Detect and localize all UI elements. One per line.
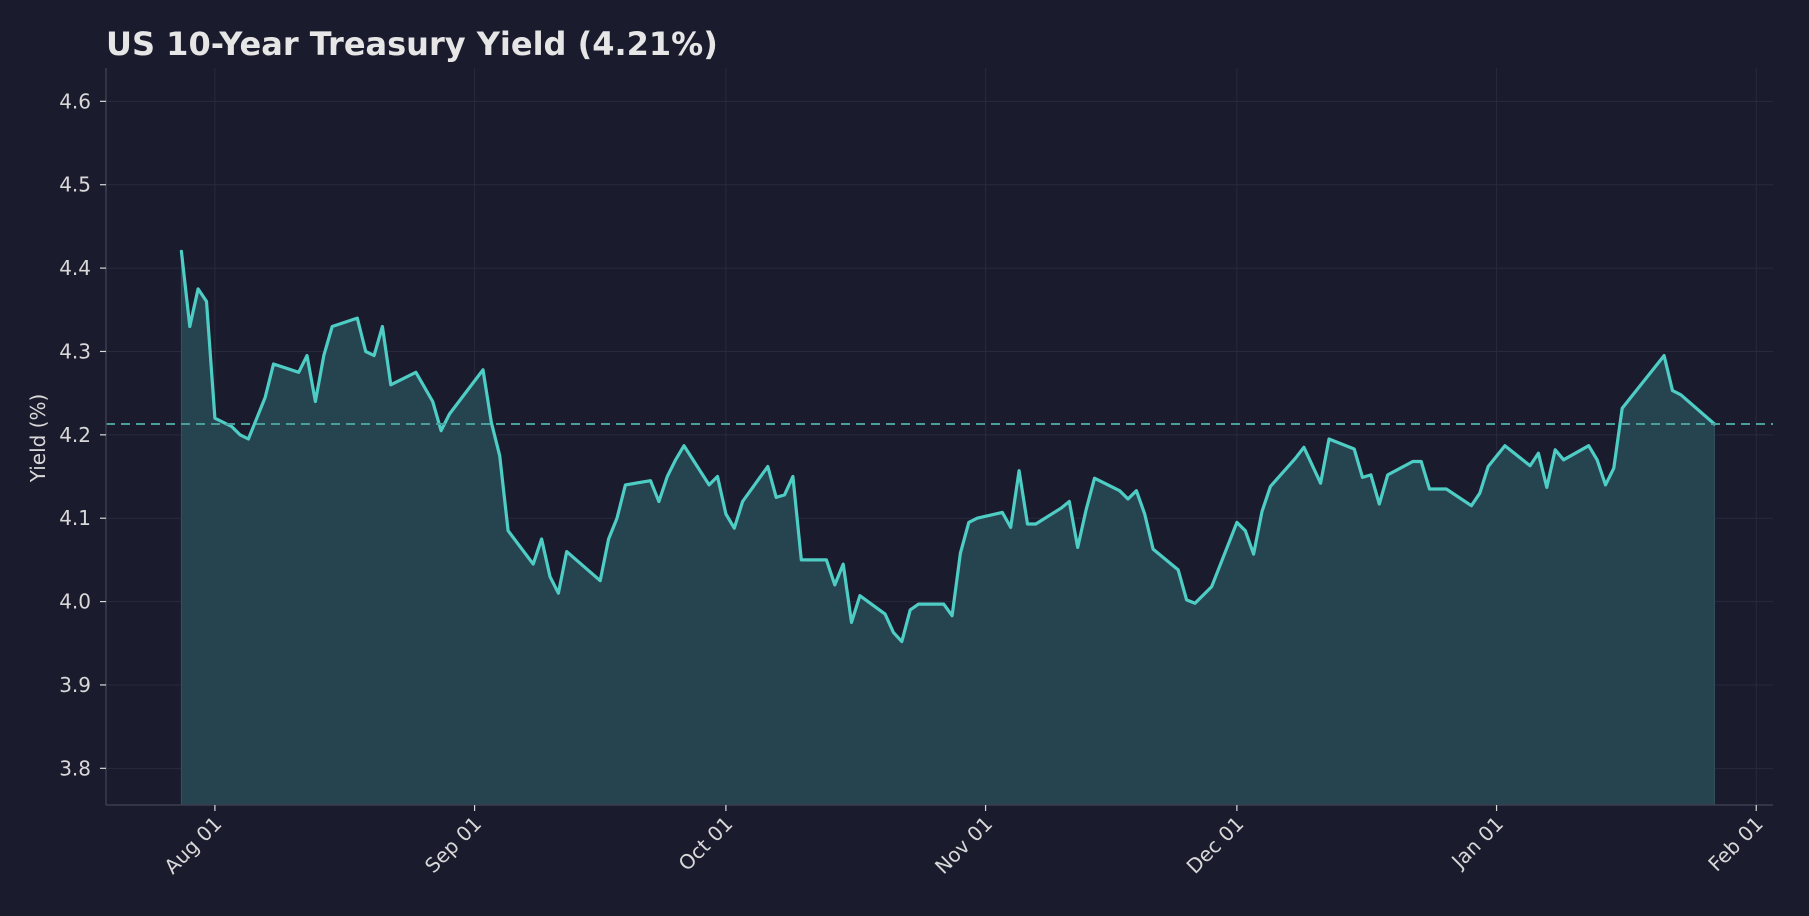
y-axis-label: Yield (%) [26, 394, 50, 484]
series-line [179, 249, 1716, 644]
y-tick-label: 3.8 [59, 756, 91, 780]
area-layer [179, 249, 1716, 806]
y-tick-label: 4.0 [59, 590, 91, 614]
y-tick-label: 4.1 [59, 506, 91, 530]
y-axis-ticks: 3.8 3.9 4.0 4.1 4.2 4.3 4.4 4.5 4.6 [59, 89, 106, 780]
y-tick-label: 4.4 [59, 256, 91, 280]
y-tick-label: 4.6 [59, 89, 91, 113]
chart-title: US 10-Year Treasury Yield (4.21%) [106, 25, 718, 63]
y-tick-label: 3.9 [59, 673, 91, 697]
y-tick-label: 4.3 [59, 339, 91, 363]
y-tick-label: 4.5 [59, 173, 91, 197]
y-tick-label: 4.2 [59, 423, 91, 447]
axes [105, 68, 1773, 806]
